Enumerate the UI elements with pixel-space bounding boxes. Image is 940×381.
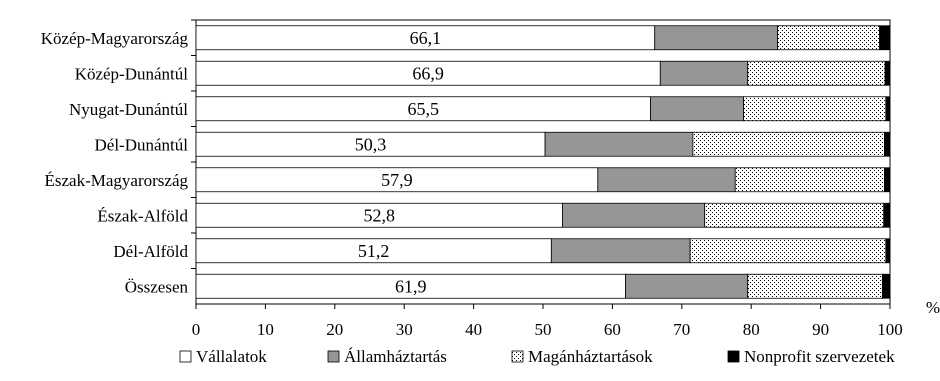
legend-swatch	[511, 350, 524, 363]
x-tick-label: 50	[535, 320, 552, 339]
plot-area: 66,1 66,9 65,5 50,3 57,9 52,8 51,261,9	[195, 19, 891, 305]
x-tick-label: 70	[673, 320, 690, 339]
bar-segment-3-row-3	[743, 96, 887, 122]
bar-segment-2-row-3	[650, 96, 744, 122]
category-labels: Közép-Magyarország Közép-Dunántúl Nyugat-D…	[41, 29, 189, 297]
bar-segment-4-row-3	[885, 96, 891, 122]
category-label: Dél-Dunántúl	[95, 135, 189, 154]
bar-segment-2-row-5	[597, 167, 736, 193]
legend-swatch	[327, 350, 340, 363]
x-tick-label: 30	[396, 320, 413, 339]
legend: Vállalatok Államháztartás Magánháztartások…	[179, 347, 895, 366]
category-label: Közép-Dunántúl	[75, 64, 189, 83]
x-tick-label: 80	[743, 320, 760, 339]
x-tick-label: 60	[604, 320, 621, 339]
data-label: 50,3	[355, 134, 387, 154]
bar-segment-3-row-6	[704, 202, 885, 228]
data-label: 66,1	[410, 28, 442, 48]
x-tick-label: 10	[257, 320, 274, 339]
category-label: Dél-Alföld	[113, 242, 188, 261]
x-tick-label: 0	[192, 320, 201, 339]
bar-segment-3-row-8	[747, 273, 883, 299]
axis-unit-label: %	[926, 298, 940, 317]
legend-swatch	[179, 350, 192, 363]
bar-segment-2-row-8	[625, 273, 749, 299]
category-label: Közép-Magyarország	[41, 29, 189, 48]
legend-label: Államháztartás	[344, 347, 447, 366]
category-label: Észak-Magyarország	[45, 171, 189, 190]
bar-segment-4-row-6	[883, 202, 891, 228]
data-label: 51,2	[358, 241, 390, 261]
bar-segment-4-row-2	[884, 60, 891, 86]
bar-segment-3-row-7	[689, 238, 887, 264]
x-tick-label: 20	[326, 320, 343, 339]
x-tick-label: 100	[877, 320, 903, 339]
bar-segment-4-row-1	[879, 25, 891, 51]
category-label: Nyugat-Dunántúl	[69, 100, 188, 119]
bar-segment-1-row-5	[195, 167, 599, 193]
bar-segment-1-row-7	[195, 238, 552, 264]
bar-segment-1-row-2	[195, 60, 661, 86]
bar-segment-2-row-1	[654, 25, 778, 51]
category-label: Észak-Alföld	[97, 206, 188, 225]
bar-segment-3-row-2	[747, 60, 886, 86]
bar-segment-2-row-4	[544, 131, 694, 157]
legend-label: Vállalatok	[196, 347, 267, 366]
bar-segment-2-row-7	[550, 238, 691, 264]
bar-segment-3-row-5	[734, 167, 885, 193]
bar-segment-1-row-1	[195, 25, 656, 51]
data-label: 57,9	[381, 170, 413, 190]
bar-segment-2-row-2	[659, 60, 749, 86]
x-tick-label: 90	[812, 320, 829, 339]
data-label: 52,8	[363, 205, 395, 225]
bar-segment-3-row-1	[777, 25, 880, 51]
bar-segment-4-row-8	[881, 273, 891, 299]
bar-segment-1-row-8	[195, 273, 626, 299]
x-tick-label: 40	[465, 320, 482, 339]
legend-label: Magánháztartások	[528, 347, 653, 366]
bar-segment-4-row-7	[885, 238, 891, 264]
bar-segment-4-row-4	[884, 131, 891, 157]
x-axis: 0 10 20 30 40 50 60 70 80 90 100	[191, 19, 903, 339]
legend-swatch	[727, 350, 740, 363]
bar-segment-1-row-6	[195, 202, 563, 228]
bar-segment-1-row-4	[195, 131, 546, 157]
data-label: 66,9	[412, 63, 444, 83]
category-label: Összesen	[125, 277, 189, 296]
data-label: 65,5	[408, 99, 440, 119]
data-label: 61,9	[395, 276, 427, 296]
bar-segment-4-row-5	[884, 167, 891, 193]
legend-label: Nonprofit szervezetek	[744, 347, 895, 366]
bar-segment-3-row-4	[692, 131, 885, 157]
bar-segment-2-row-6	[562, 202, 706, 228]
